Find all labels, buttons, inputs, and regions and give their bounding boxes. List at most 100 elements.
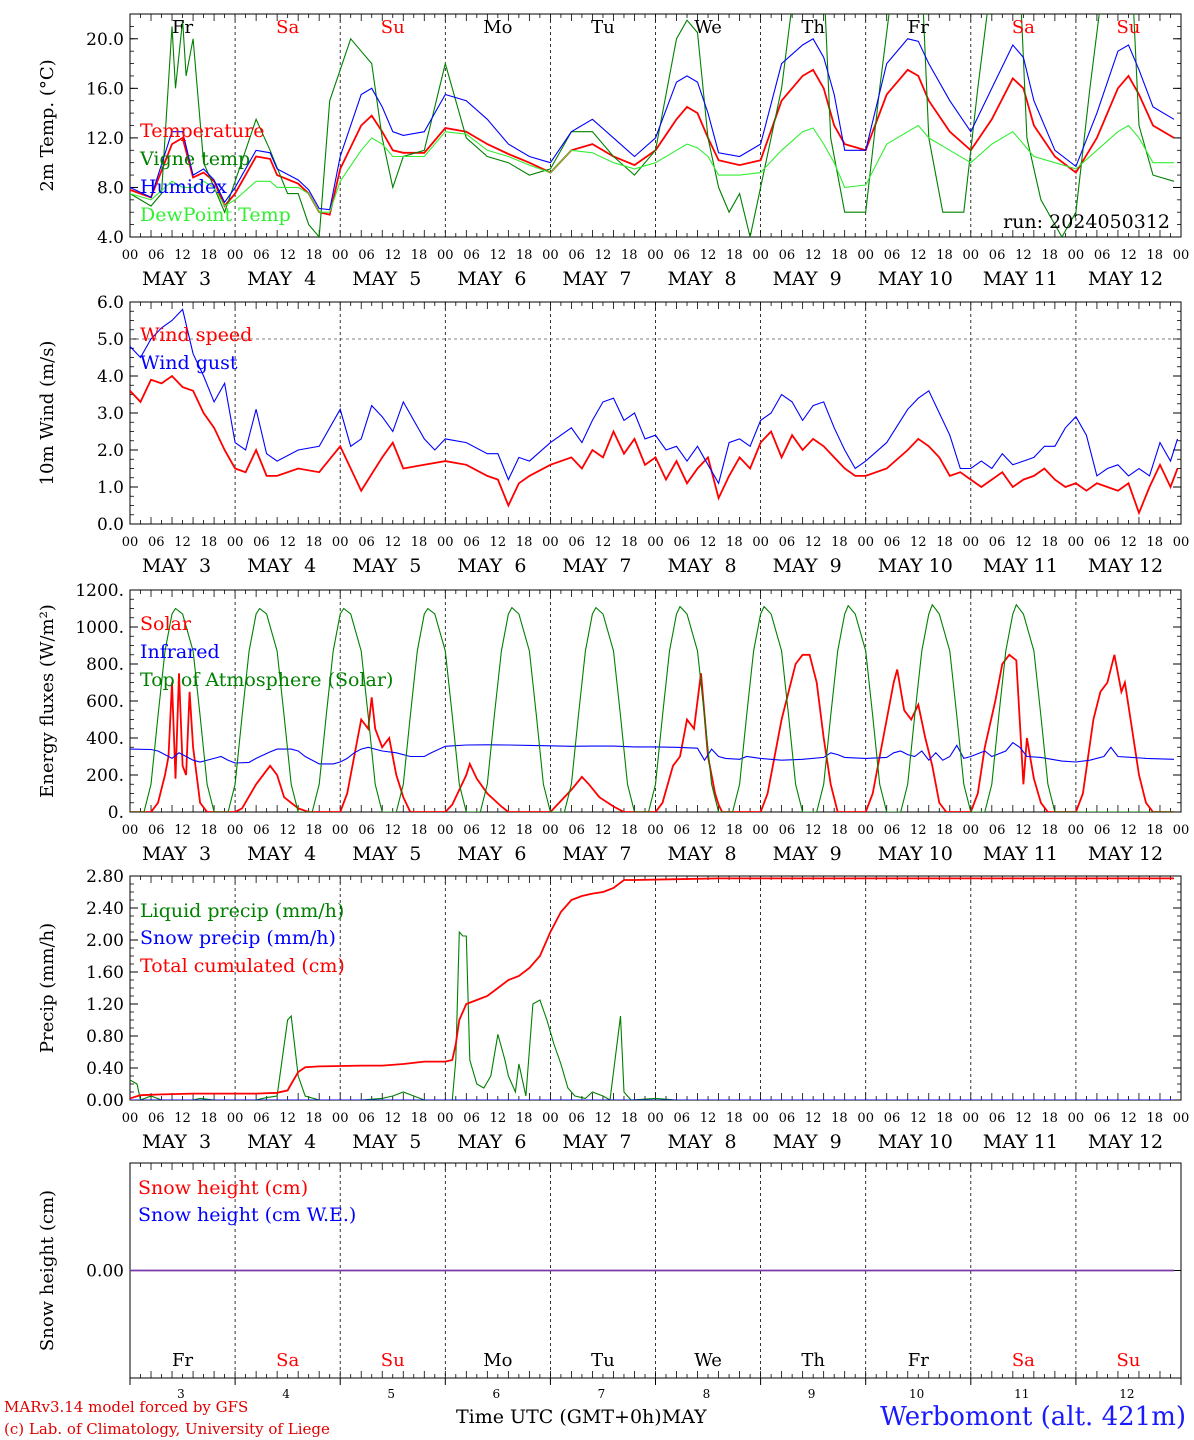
hour-tick-label: 06	[358, 823, 375, 838]
hour-tick-label: 18	[306, 535, 323, 550]
hour-tick-label: 00	[122, 535, 139, 550]
hour-tick-label: 00	[1173, 1111, 1190, 1126]
hour-tick-label: 12	[805, 823, 822, 838]
date-label: MAY 3	[142, 843, 211, 865]
hour-tick-label: 18	[1146, 535, 1163, 550]
hour-tick-label: 12	[700, 248, 717, 263]
hour-tick-label: 00	[647, 1111, 664, 1126]
hour-tick-label: 00	[122, 1111, 139, 1126]
hour-tick-label: 18	[516, 823, 533, 838]
hour-tick-label: 18	[516, 248, 533, 263]
hour-tick-label: 06	[253, 823, 270, 838]
date-label: MAY 7	[562, 555, 631, 577]
hour-tick-label: 00	[542, 535, 559, 550]
hour-tick-label: 18	[726, 248, 743, 263]
y-tick-label: 6.0	[97, 293, 124, 313]
hour-tick-label: 00	[542, 1111, 559, 1126]
hour-tick-label: 18	[831, 823, 848, 838]
weekday-label: Mo	[483, 17, 512, 38]
hour-tick-label: 00	[332, 535, 349, 550]
date-label: MAY 11	[983, 843, 1058, 865]
hour-tick-label: 06	[568, 535, 585, 550]
hour-tick-label: 00	[752, 535, 769, 550]
date-label: MAY 9	[773, 555, 842, 577]
hour-tick-label: 06	[148, 1111, 165, 1126]
y-tick-label: 20.0	[86, 30, 124, 50]
run-annotation: run: 2024050312	[1003, 211, 1170, 233]
hour-tick-label: 18	[831, 535, 848, 550]
legend-entry: Top of Atmosphere (Solar)	[140, 669, 393, 691]
weekday-label: Mo	[483, 1350, 512, 1371]
hour-tick-label: 00	[542, 823, 559, 838]
date-label: MAY 11	[983, 1131, 1058, 1153]
legend-entry: Snow precip (mm/h)	[140, 927, 336, 949]
y-tick-label: 8.0	[97, 178, 124, 198]
hour-tick-label: 12	[910, 1111, 927, 1126]
hour-tick-label: 00	[122, 248, 139, 263]
y-tick-label: 16.0	[86, 79, 124, 99]
date-label: MAY 10	[878, 555, 953, 577]
y-tick-label: 2.40	[86, 899, 124, 919]
hour-tick-label: 00	[857, 248, 874, 263]
legend-entry: Snow height (cm)	[138, 1177, 308, 1199]
y-tick-label: 2.00	[86, 931, 124, 951]
hour-tick-label: 18	[411, 823, 428, 838]
y-tick-label: 1.20	[86, 995, 124, 1015]
hour-tick-label: 00	[332, 248, 349, 263]
hour-tick-label: 06	[674, 535, 691, 550]
hour-tick-label: 12	[279, 1111, 296, 1126]
hour-tick-label: 00	[1068, 1111, 1085, 1126]
hour-tick-label: 06	[674, 823, 691, 838]
station-name: Werbomont (alt. 421m)	[880, 1402, 1186, 1432]
hour-tick-label: 18	[936, 1111, 953, 1126]
date-label: MAY 5	[352, 843, 421, 865]
weekday-label: Sa	[276, 1350, 299, 1371]
weekday-label: Su	[1116, 1350, 1140, 1371]
hour-tick-label: 00	[1173, 535, 1190, 550]
hour-tick-label: 12	[700, 823, 717, 838]
date-label: MAY 4	[247, 268, 316, 290]
legend-entry: Infrared	[140, 641, 220, 663]
weekday-label: Su	[381, 17, 405, 38]
hour-tick-label: 18	[621, 823, 638, 838]
day-number-label: 8	[703, 1387, 711, 1401]
hour-tick-label: 18	[621, 248, 638, 263]
hour-tick-label: 06	[463, 248, 480, 263]
hour-tick-label: 18	[201, 248, 218, 263]
series-line-humidex	[130, 38, 1175, 211]
date-label: MAY 8	[668, 268, 737, 290]
hour-tick-label: 12	[384, 823, 401, 838]
hour-tick-label: 00	[857, 535, 874, 550]
hour-tick-label: 06	[884, 823, 901, 838]
series-line-wind-gust	[130, 308, 1179, 485]
date-label: MAY 7	[562, 1131, 631, 1153]
y-tick-label: 200.	[86, 766, 124, 786]
date-label: MAY 5	[352, 1131, 421, 1153]
hour-tick-label: 18	[201, 823, 218, 838]
date-label: MAY 10	[878, 268, 953, 290]
legend-entry: Wind speed	[140, 324, 252, 346]
weekday-label: Tu	[591, 1350, 615, 1371]
date-label: MAY 12	[1088, 268, 1163, 290]
day-number-label: 11	[1014, 1387, 1029, 1401]
hour-tick-label: 12	[384, 248, 401, 263]
hour-tick-label: 00	[227, 535, 244, 550]
date-label: MAY 7	[562, 268, 631, 290]
hour-tick-label: 06	[358, 248, 375, 263]
hour-tick-label: 18	[1146, 1111, 1163, 1126]
hour-tick-label: 00	[227, 823, 244, 838]
y-tick-label: 0.	[108, 803, 124, 823]
y-tick-label: 1.60	[86, 963, 124, 983]
hour-tick-label: 12	[384, 535, 401, 550]
date-label: MAY 12	[1088, 1131, 1163, 1153]
hour-tick-label: 12	[490, 248, 507, 263]
hour-tick-label: 12	[1015, 823, 1032, 838]
weekday-label: Tu	[591, 17, 615, 38]
hour-tick-label: 18	[936, 248, 953, 263]
date-label: MAY 4	[247, 843, 316, 865]
hour-tick-label: 18	[1041, 535, 1058, 550]
date-label: MAY 3	[142, 1131, 211, 1153]
hour-tick-label: 12	[1015, 248, 1032, 263]
hour-tick-label: 00	[963, 248, 980, 263]
